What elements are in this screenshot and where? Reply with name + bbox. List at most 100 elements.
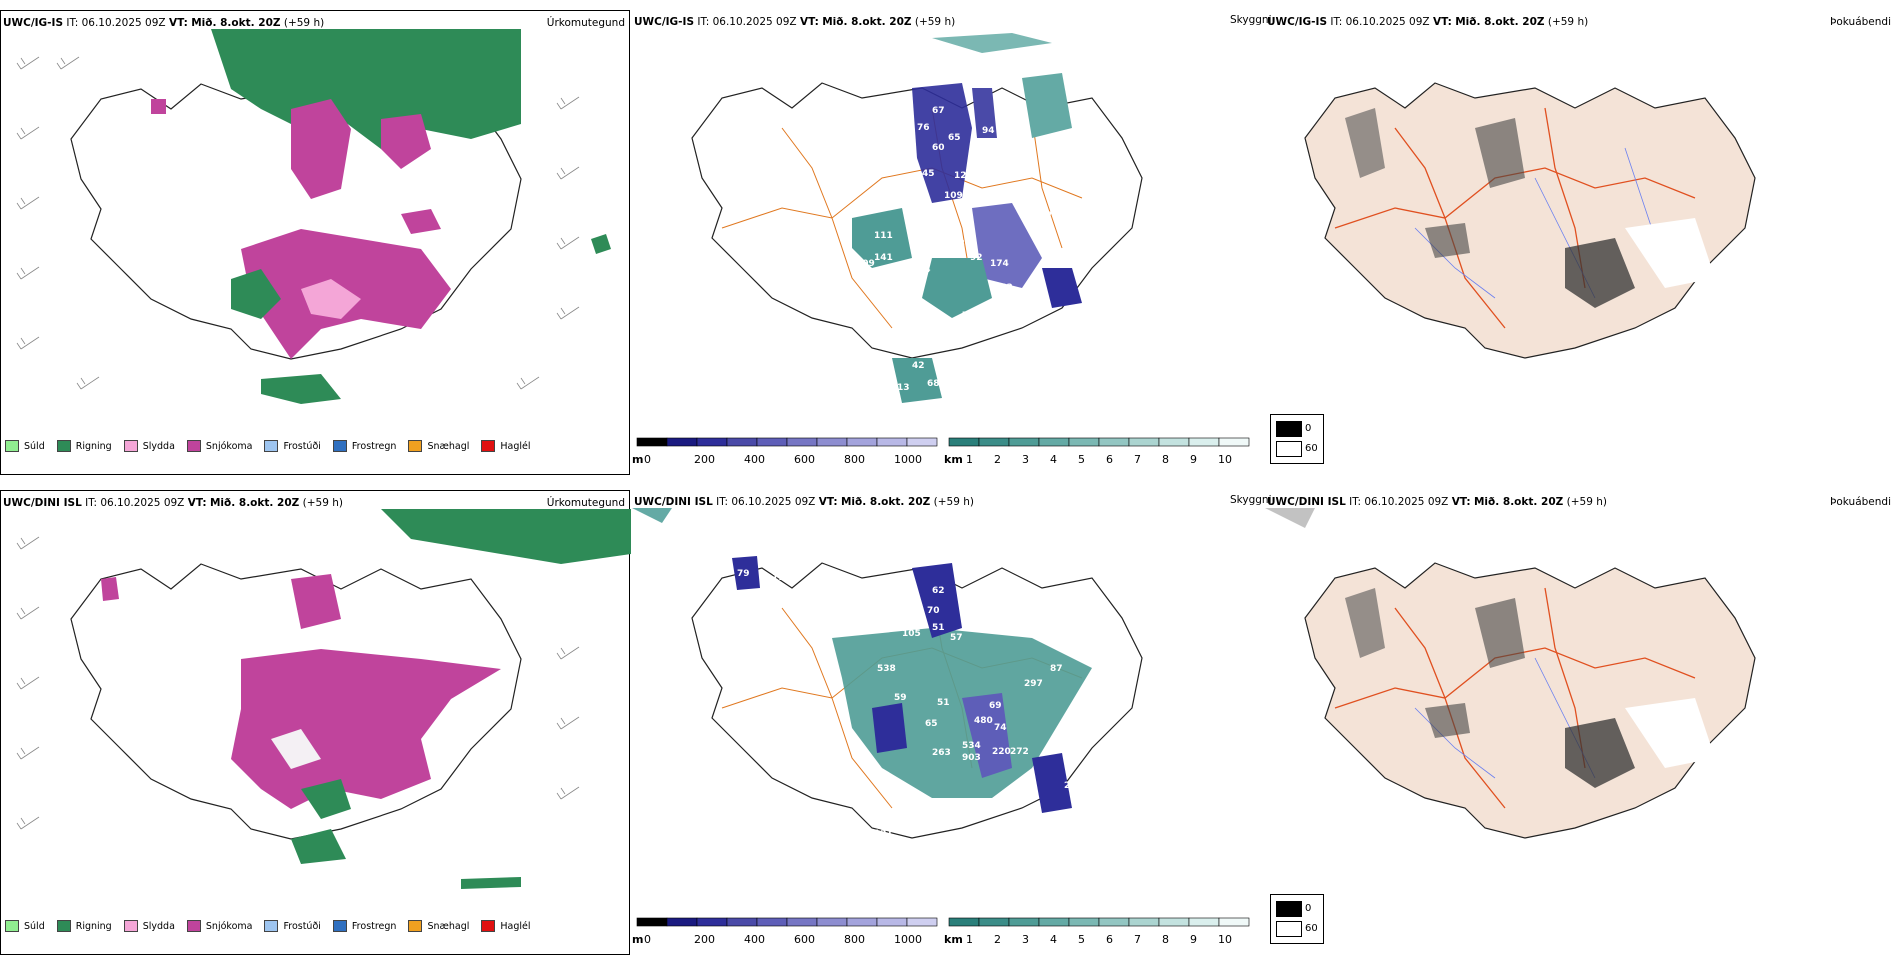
legend-item: Snjókoma: [186, 440, 252, 452]
km-colorbar: [948, 917, 1250, 927]
svg-text:8: 8: [1162, 453, 1169, 466]
precip-map: [16, 29, 611, 404]
vis-label: 68: [1062, 541, 1075, 551]
svg-text:5: 5: [1078, 453, 1085, 466]
svg-text:3: 3: [1022, 933, 1029, 946]
vis-label: 725: [962, 311, 981, 321]
vis-label: 70: [927, 606, 940, 616]
vis-label: 59: [894, 693, 907, 703]
colorbar-segment: [1038, 437, 1070, 447]
vis-label: 67: [932, 106, 945, 116]
vis-label: 111: [874, 231, 893, 241]
svg-text:8: 8: [1162, 933, 1169, 946]
vis-label: 13: [897, 383, 910, 393]
vis-label: 92: [970, 253, 983, 263]
svg-text:0: 0: [644, 933, 651, 946]
vis-label: 109: [856, 259, 875, 269]
svg-text:4: 4: [1050, 933, 1057, 946]
swatch: [408, 920, 423, 932]
colorbar-segment: [1038, 917, 1070, 927]
panel-title: Þokuábendi: [1830, 16, 1891, 28]
colorbar-segment: [636, 437, 668, 447]
svg-text:7: 7: [1134, 933, 1141, 946]
svg-text:km: km: [944, 453, 963, 466]
svg-text:6: 6: [1106, 453, 1113, 466]
colorbar-segment: [816, 437, 848, 447]
panel-header: UWC/IG-IS IT: 06.10.2025 09Z VT: Mið. 8.…: [634, 16, 956, 28]
colorbar-segment: [846, 917, 878, 927]
vis-label: 79: [737, 569, 750, 579]
visibility-panel-top: UWC/IG-IS IT: 06.10.2025 09Z VT: Mið. 8.…: [632, 10, 1272, 475]
swatch: [332, 440, 347, 452]
swatch: [264, 920, 279, 932]
panel-header: UWC/IG-IS IT: 06.10.2025 09Z VT: Mið. 8.…: [1267, 16, 1589, 28]
vis-label: 128: [954, 171, 973, 181]
colorbar-segment: [1068, 917, 1100, 927]
colorbar-segment: [1128, 437, 1160, 447]
vis-label: 109: [944, 191, 963, 201]
vis-label: 62: [932, 586, 945, 596]
vis-label: 74: [994, 723, 1007, 733]
vis-label: 69: [989, 701, 1002, 711]
vis-label: 94: [982, 126, 995, 136]
legend-item: Snjókoma: [186, 920, 252, 932]
vis-label: 24: [1064, 781, 1077, 791]
svg-text:600: 600: [794, 453, 815, 466]
svg-text:1: 1: [966, 933, 973, 946]
legend-item: Snæhagl: [408, 920, 469, 932]
colorbar-segment: [846, 437, 878, 447]
colorbar-segment: [1008, 917, 1040, 927]
svg-text:600: 600: [794, 933, 815, 946]
legend-item: Haglél: [481, 920, 531, 932]
svg-text:9: 9: [1190, 933, 1197, 946]
precip-legend: Súld Rigning Slydda Snjókoma Frostúði Fr…: [5, 437, 531, 455]
colorbar-segment: [786, 437, 818, 447]
svg-text:3: 3: [1022, 453, 1029, 466]
panel-header: UWC/DINI ISL IT: 06.10.2025 09Z VT: Mið.…: [3, 497, 343, 509]
vis-label: 65: [925, 719, 938, 729]
colorbar-segment: [726, 917, 758, 927]
legend-item: Frostúði: [264, 440, 321, 452]
colorbar-segment: [1218, 917, 1250, 927]
panel-header: UWC/DINI ISL IT: 06.10.2025 09Z VT: Mið.…: [1267, 496, 1607, 508]
swatch: [123, 440, 138, 452]
colorbar-segment: [978, 437, 1010, 447]
swatch: [481, 920, 496, 932]
m-colorbar: [636, 917, 938, 927]
svg-text:200: 200: [694, 933, 715, 946]
colorbar-segment: [726, 437, 758, 447]
svg-text:m: m: [632, 453, 643, 466]
vis-label: 168: [946, 239, 965, 249]
visibility-meter-scale: m 0 200 400 600 800 1000: [632, 437, 942, 467]
vis-label: 182: [994, 283, 1013, 293]
svg-text:10: 10: [1218, 933, 1232, 946]
svg-text:800: 800: [844, 933, 865, 946]
vis-label: 538: [877, 664, 896, 674]
legend-item: Slydda: [123, 920, 175, 932]
swatch: [408, 440, 423, 452]
legend-item: Slydda: [123, 440, 175, 452]
panel-header: UWC/DINI ISL IT: 06.10.2025 09Z VT: Mið.…: [634, 496, 974, 508]
m-colorbar: [636, 437, 938, 447]
precip-type-panel-bottom: UWC/DINI ISL IT: 06.10.2025 09Z VT: Mið.…: [0, 490, 631, 955]
vis-label: 297: [1024, 679, 1043, 689]
visibility-km-scale: km 1 2 3 4 5 6 7 8 9 10: [944, 917, 1254, 947]
fog-map: [1265, 508, 1756, 839]
svg-text:800: 800: [844, 453, 865, 466]
colorbar-segment: [1218, 437, 1250, 447]
vis-label: 282: [1060, 324, 1079, 334]
svg-text:1000: 1000: [894, 933, 922, 946]
vis-label: 87: [1050, 664, 1063, 674]
vis-label: 131: [874, 829, 893, 839]
vis-label: 97: [742, 96, 755, 106]
svg-text:1: 1: [966, 453, 973, 466]
swatch: [56, 920, 71, 932]
vis-label: 263: [932, 748, 951, 758]
vis-label: 51: [932, 623, 945, 633]
vis-label: 238: [1050, 133, 1069, 143]
vis-label: 45: [922, 169, 935, 179]
colorbar-segment: [906, 917, 938, 927]
panel-header: UWC/IG-IS IT: 06.10.2025 09Z VT: Mið. 8.…: [3, 17, 325, 29]
vis-label: 105: [902, 629, 921, 639]
svg-text:6: 6: [1106, 933, 1113, 946]
